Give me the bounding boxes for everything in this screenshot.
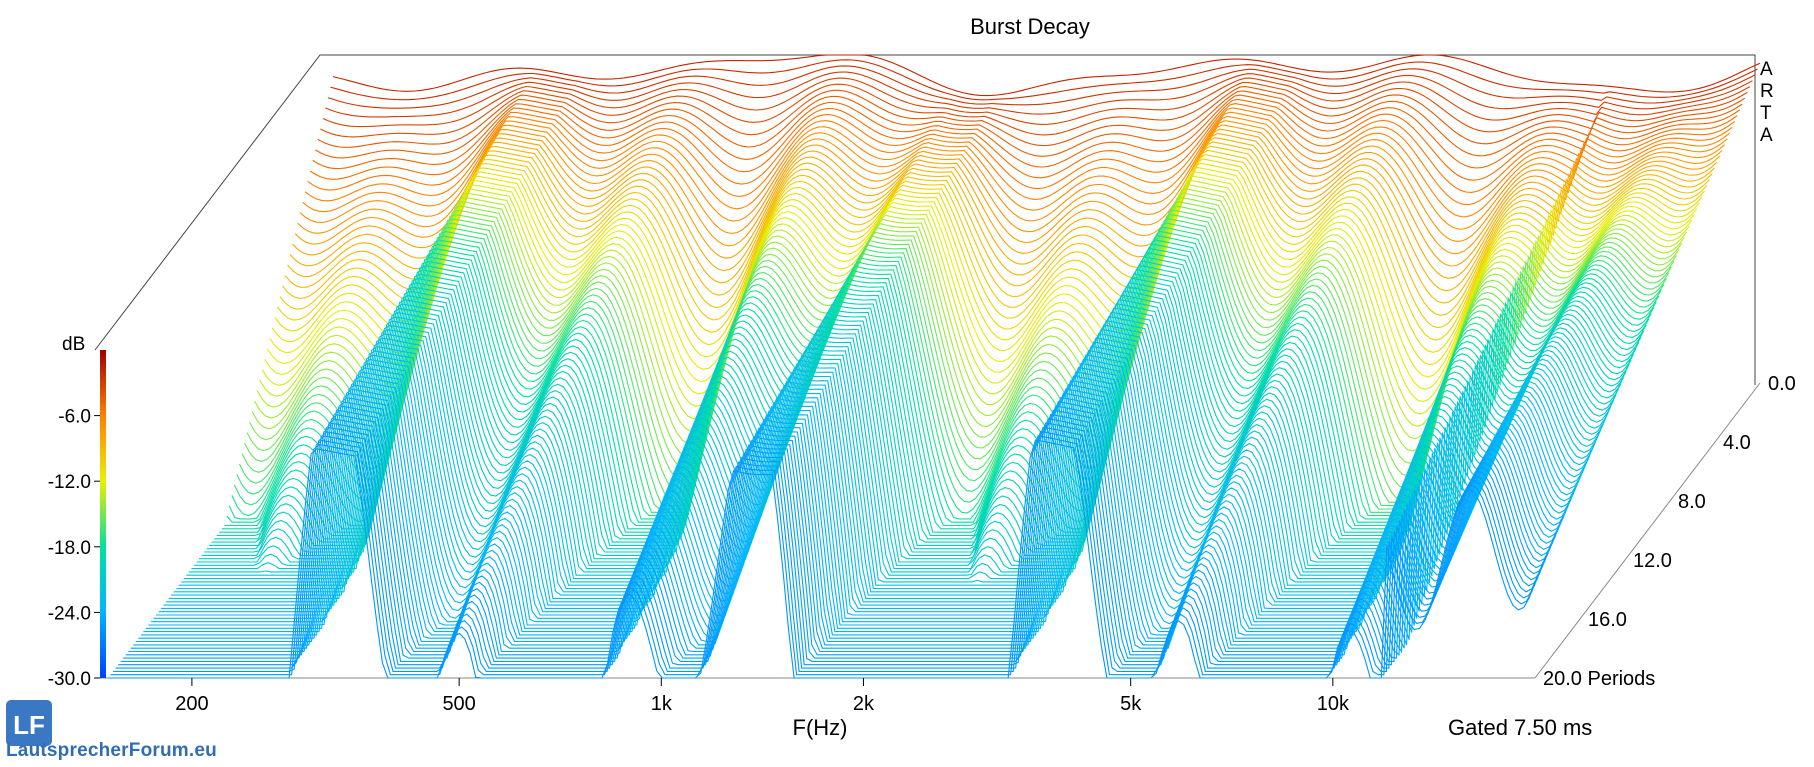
period-tick-label: 12.0: [1633, 550, 1672, 572]
decay-slice: [120, 418, 1549, 662]
back-frame: [94, 54, 1756, 385]
x-tick-label: 200: [175, 693, 208, 715]
x-tick-label: 5k: [1120, 693, 1142, 715]
decay-slice: [153, 362, 1582, 619]
decay-slice: [281, 145, 1710, 316]
decay-slice: [289, 132, 1718, 279]
decay-slice: [266, 171, 1695, 390]
decay-slice: [133, 396, 1561, 646]
decay-slice: [148, 371, 1576, 626]
decay-slice: [130, 401, 1559, 649]
x-axis-label: F(Hz): [792, 715, 848, 740]
brand-letter: T: [1760, 103, 1772, 124]
decay-slice: [138, 388, 1566, 639]
decay-slice: [325, 71, 1753, 118]
period-tick-label: 8.0: [1678, 491, 1706, 513]
decay-slice: [307, 103, 1736, 193]
decay-slice: [269, 166, 1698, 378]
decay-slice: [156, 358, 1584, 616]
period-tick-label: 0.0: [1768, 373, 1796, 395]
x-tick-label: 10k: [1317, 693, 1350, 715]
decay-slice: [145, 375, 1574, 629]
decay-slice: [304, 107, 1733, 206]
decay-slice: [279, 149, 1708, 329]
lf-logo: LF: [6, 700, 52, 746]
period-tick-label: 20.0 Periods: [1543, 668, 1655, 690]
decay-slice: [320, 81, 1748, 138]
decay-slice: [143, 379, 1571, 633]
brand-letter: R: [1760, 81, 1774, 102]
decay-slice: [274, 158, 1703, 353]
decay-slice: [312, 94, 1741, 170]
x-axis-ticks: 200 500 1k 2k 5k 10k: [175, 678, 1350, 715]
z-colorbar: [100, 350, 106, 678]
decay-slice: [123, 413, 1551, 659]
decay-slice: [327, 65, 1756, 109]
decay-slice: [299, 115, 1728, 230]
decay-slice: [317, 86, 1746, 148]
period-axis-ticks: 0.0 4.0 8.0 12.0 16.0 20.0 Periods: [1534, 373, 1796, 690]
decay-slice: [166, 341, 1594, 603]
gate-note: Gated 7.50 ms: [1448, 715, 1593, 740]
decay-slice: [315, 90, 1743, 159]
decay-slice: [191, 298, 1619, 570]
chart-title: Burst Decay: [970, 14, 1090, 39]
x-tick-label: 2k: [853, 693, 875, 715]
decay-slice: [161, 349, 1589, 609]
decay-slice: [163, 345, 1592, 606]
z-axis-ticks: dB -6.0 -12.0 -18.0 -24.0 -30.0: [48, 334, 100, 690]
decay-slice: [284, 141, 1713, 304]
decay-slice: [297, 120, 1725, 242]
decay-slice: [309, 98, 1738, 181]
decay-slice: [110, 435, 1539, 676]
period-tick-label: 16.0: [1588, 609, 1627, 631]
decay-slice: [151, 366, 1579, 623]
decay-slice: [125, 409, 1554, 656]
decay-slice: [332, 54, 1761, 97]
decay-slice: [330, 59, 1758, 101]
x-tick-label: 500: [442, 693, 475, 715]
brand-letter: A: [1760, 59, 1773, 80]
brand-letter: A: [1760, 125, 1773, 146]
decay-slice: [115, 426, 1544, 669]
z-tick-label: -30.0: [48, 669, 91, 690]
z-tick-label: -18.0: [48, 538, 91, 559]
decay-slice: [108, 439, 1536, 679]
decay-slice: [128, 405, 1556, 654]
period-axis-line: [1534, 382, 1761, 679]
z-tick-label: -12.0: [48, 472, 91, 493]
watermark-text: LautsprecherForum.eu: [6, 740, 217, 761]
decay-slice: [287, 137, 1715, 292]
x-tick-label: 1k: [651, 693, 673, 715]
decay-slice: [322, 77, 1751, 128]
period-tick-label: 4.0: [1723, 432, 1751, 454]
decay-slice: [135, 392, 1564, 643]
decay-slice: [294, 124, 1723, 255]
decay-slice: [276, 154, 1705, 341]
decay-slice: [292, 128, 1720, 267]
decay-slice: [140, 384, 1569, 636]
decay-slice: [271, 162, 1700, 366]
decay-slice: [118, 422, 1546, 666]
decay-slice: [264, 175, 1693, 403]
lf-logo-letters: LF: [13, 710, 45, 740]
z-tick-label: -6.0: [58, 407, 91, 428]
waterfall-surface: [108, 54, 1761, 679]
decay-slice: [158, 354, 1587, 613]
z-axis-label: dB: [62, 334, 85, 355]
decay-slice: [302, 111, 1731, 218]
z-tick-label: -24.0: [48, 603, 91, 624]
decay-slice: [113, 430, 1541, 672]
